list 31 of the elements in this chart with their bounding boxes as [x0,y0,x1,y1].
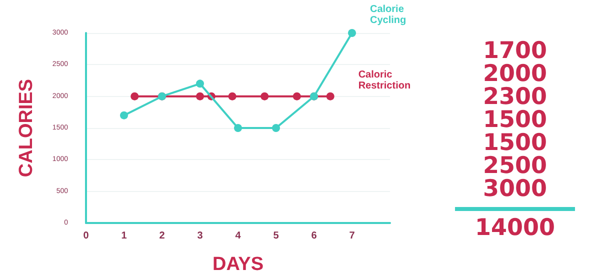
y-axis-title: CALORIES [16,78,37,178]
point [260,92,269,100]
x-tick-label: 1 [121,230,128,242]
text: 1500 [482,107,548,133]
text: 2000 [482,61,548,87]
point [326,92,334,100]
text: 3000 [482,176,548,202]
point [120,111,128,120]
point [196,92,204,100]
point [292,92,301,100]
x-tick-label: 4 [235,230,242,242]
point [196,80,204,88]
text: 1500 [482,130,548,156]
point [130,92,139,100]
x-tick-label: 6 [311,230,318,242]
text: 2500 [482,153,548,179]
x-tick-label: 3 [197,230,204,242]
point [348,29,356,37]
x-axis-title: DAYS [212,254,264,275]
point [234,124,242,132]
text: Caloric Restriction [358,69,411,92]
point [272,124,280,132]
text: 14000 [474,215,556,241]
text: 1700 [482,38,548,64]
text: 2300 [482,84,548,110]
x-tick-label: 7 [349,230,356,242]
x-tick-label: 0 [83,230,90,242]
point [228,92,236,100]
x-tick-label: 5 [273,230,280,242]
series-label: Calorie Cycling [370,4,407,26]
x-tick-label: 2 [159,230,166,242]
